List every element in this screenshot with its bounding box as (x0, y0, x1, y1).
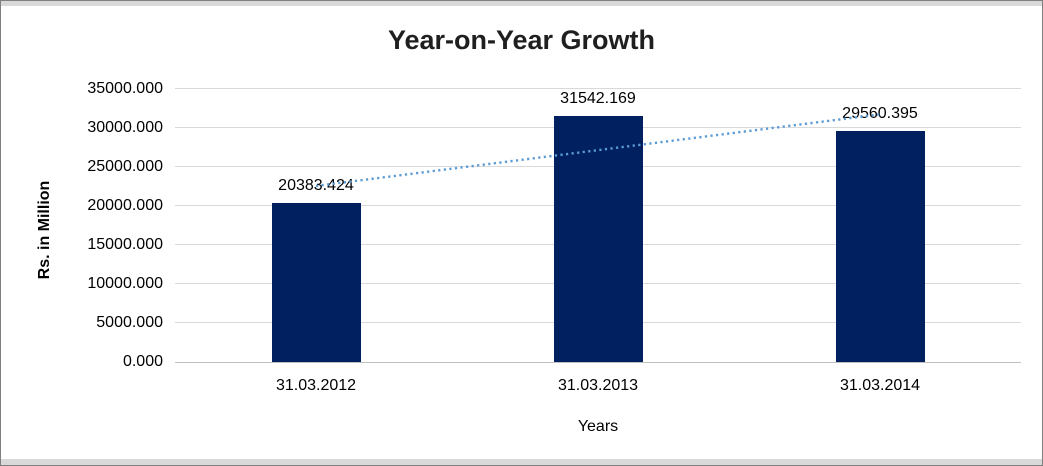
y-tick-label: 25000.000 (87, 158, 163, 175)
y-axis-tick-labels: 0.000 5000.000 10000.000 15000.000 20000.000… (1, 80, 163, 370)
y-tick-label: 10000.000 (87, 275, 163, 292)
bar-value-label: 31542.169 (560, 90, 636, 107)
window-top-strip (1, 1, 1042, 6)
bar (272, 203, 361, 362)
x-tick-label: 31.03.2012 (275, 377, 357, 394)
x-axis-tick-labels: 31.03.2012 31.03.2013 31.03.2014 (175, 377, 1021, 397)
y-tick-label: 20000.000 (87, 197, 163, 214)
plot-area: 20383.424 31542.169 29560.395 (175, 88, 1021, 363)
y-tick-label: 0.000 (122, 353, 163, 370)
x-axis-line (175, 362, 1021, 363)
y-tick-label: 30000.000 (87, 119, 163, 136)
bar (554, 116, 643, 362)
y-tick-label: 35000.000 (87, 80, 163, 97)
y-tick-label: 15000.000 (87, 236, 163, 253)
bar (836, 131, 925, 362)
y-tick-label: 5000.000 (96, 314, 163, 331)
gridline (175, 88, 1021, 89)
x-axis-title: Years (577, 418, 619, 435)
x-tick-label: 31.03.2014 (839, 377, 921, 394)
trendline (315, 113, 881, 188)
x-tick-label: 31.03.2013 (557, 377, 639, 394)
window-bottom-strip (1, 459, 1042, 465)
chart-title: Year-on-Year Growth (387, 25, 656, 55)
